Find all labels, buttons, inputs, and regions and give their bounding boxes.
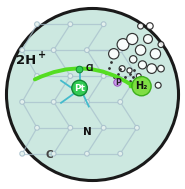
Circle shape: [51, 48, 56, 53]
Circle shape: [68, 125, 73, 130]
Circle shape: [144, 35, 152, 43]
Circle shape: [20, 48, 25, 53]
Text: +: +: [38, 50, 46, 60]
Circle shape: [76, 66, 83, 73]
Circle shape: [51, 151, 56, 156]
Circle shape: [147, 64, 157, 73]
Circle shape: [101, 74, 106, 78]
Circle shape: [68, 22, 73, 27]
Circle shape: [118, 151, 123, 156]
Text: C: C: [45, 150, 53, 160]
Circle shape: [127, 33, 138, 45]
Circle shape: [158, 65, 164, 72]
Circle shape: [130, 56, 137, 63]
Circle shape: [85, 48, 89, 53]
Circle shape: [118, 48, 123, 53]
Text: H₂: H₂: [135, 81, 148, 91]
Circle shape: [127, 68, 132, 73]
Circle shape: [158, 42, 164, 47]
Circle shape: [134, 125, 139, 130]
Circle shape: [35, 74, 39, 78]
Circle shape: [118, 99, 123, 104]
Circle shape: [20, 99, 25, 104]
Circle shape: [51, 99, 56, 104]
Text: N: N: [83, 127, 91, 137]
Circle shape: [138, 61, 147, 69]
Text: 2H: 2H: [16, 54, 36, 67]
Circle shape: [20, 151, 25, 156]
Circle shape: [138, 23, 144, 29]
Circle shape: [134, 74, 139, 78]
Circle shape: [135, 45, 146, 55]
Text: P: P: [115, 78, 121, 87]
Circle shape: [147, 23, 153, 29]
Circle shape: [101, 125, 106, 130]
Circle shape: [85, 151, 89, 156]
Circle shape: [35, 125, 39, 130]
Circle shape: [109, 49, 119, 59]
Text: Cl: Cl: [86, 64, 94, 73]
Circle shape: [35, 22, 39, 27]
Circle shape: [150, 49, 161, 59]
Circle shape: [72, 80, 87, 96]
Circle shape: [6, 9, 179, 180]
Circle shape: [132, 77, 151, 96]
Circle shape: [136, 74, 141, 78]
Circle shape: [119, 66, 125, 72]
Circle shape: [114, 79, 121, 86]
Circle shape: [68, 74, 73, 78]
Circle shape: [85, 99, 89, 104]
Circle shape: [117, 39, 129, 50]
Text: Pt: Pt: [74, 84, 85, 93]
Circle shape: [101, 22, 106, 27]
Circle shape: [155, 82, 161, 88]
